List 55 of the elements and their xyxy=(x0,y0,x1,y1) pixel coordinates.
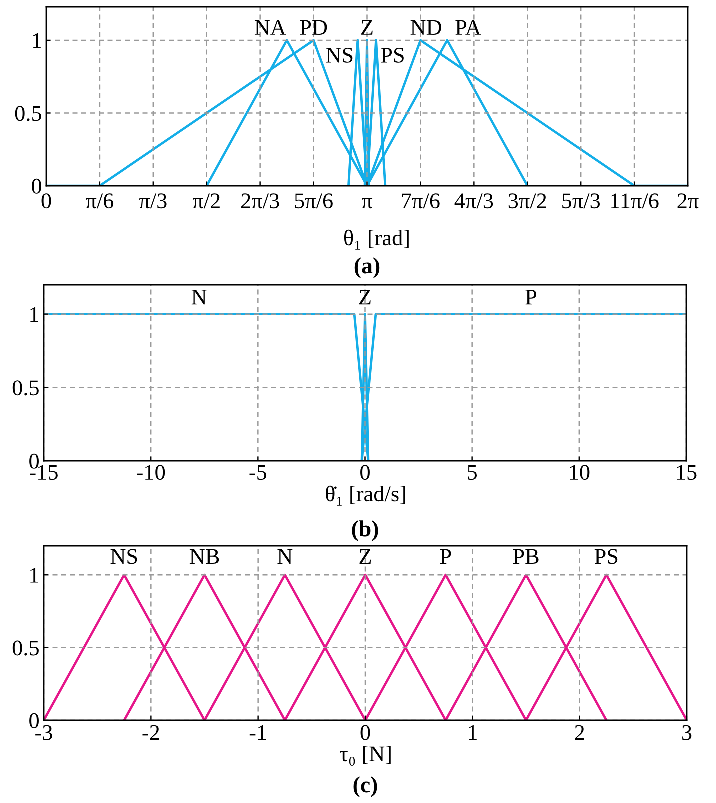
series-label: P xyxy=(526,290,537,305)
x-tick-label: 3π/2 xyxy=(508,194,546,209)
x-tick-label: π/3 xyxy=(139,194,167,209)
series-label: Z xyxy=(360,549,372,564)
series-label: PA xyxy=(456,20,482,35)
x-tick-label: -5 xyxy=(250,465,267,480)
x-tick-label: 7π/6 xyxy=(402,194,440,209)
series-label: NS xyxy=(110,549,138,564)
y-tick-label: 1 xyxy=(30,568,38,583)
y-tick-label: 0.5 xyxy=(15,106,42,122)
x-tick-label: 0 xyxy=(360,725,370,740)
x-axis-title: θ̇₁ [rad/s] xyxy=(326,486,406,506)
text: (a) xyxy=(354,258,380,278)
series-label: NS xyxy=(326,48,353,63)
text: (b) xyxy=(352,520,378,542)
x-tick-label: 11π/6 xyxy=(612,194,659,209)
x-tick-label: 5π/3 xyxy=(562,194,600,209)
series-label: NA xyxy=(254,20,286,35)
x-tick-label: 10 xyxy=(570,465,590,480)
series-label: Z xyxy=(360,290,371,305)
series-label: NB xyxy=(190,549,220,564)
series-label: PB xyxy=(513,549,539,564)
x-tick-label: 2 xyxy=(575,725,584,740)
x-tick-label: 5π/6 xyxy=(295,194,333,209)
series-label: Z xyxy=(362,20,373,35)
x-tick-label: 2π/3 xyxy=(242,194,280,209)
x-tick-label: 0 xyxy=(360,465,370,480)
x-axis-title: θ₁ [rad] xyxy=(344,230,409,250)
x-tick-label: -1 xyxy=(250,725,266,740)
x-tick-label: 5 xyxy=(468,465,478,480)
series-label: PS xyxy=(381,48,404,63)
series-label: N xyxy=(278,549,293,564)
y-tick-label: 0 xyxy=(32,178,42,194)
x-tick-label: 0 xyxy=(42,194,52,209)
x-tick-label: π/6 xyxy=(86,194,114,209)
x-tick-label: 1 xyxy=(469,725,477,740)
y-tick-label: 0.5 xyxy=(12,640,39,656)
x-tick-label: 15 xyxy=(677,465,697,480)
x-tick-label: π xyxy=(362,198,373,209)
y-tick-label: 1 xyxy=(33,34,41,48)
series-label: ND xyxy=(410,20,442,35)
y-tick-label: 0.5 xyxy=(12,380,39,396)
x-axis-title: τ₀ [N] xyxy=(340,746,391,766)
x-tick-label: -2 xyxy=(142,725,160,740)
text: (c) xyxy=(354,776,378,798)
x-tick-label: 2π xyxy=(678,194,699,209)
series-label: P xyxy=(440,549,452,564)
x-tick-label: 4π/3 xyxy=(454,194,494,209)
y-tick-label: 1 xyxy=(30,307,38,322)
x-tick-label: -10 xyxy=(137,465,166,480)
x-tick-label: 3 xyxy=(682,725,692,740)
series-label: PD xyxy=(300,20,328,35)
x-tick-label: π/2 xyxy=(192,194,220,209)
series-label: PS xyxy=(594,549,618,564)
series-label: N xyxy=(192,290,207,305)
